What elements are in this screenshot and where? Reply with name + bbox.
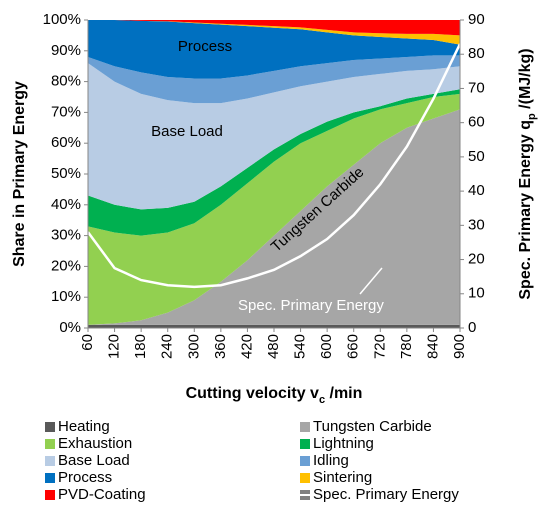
legend-swatch <box>45 490 55 500</box>
label-part: Cutting velocity v <box>186 385 319 402</box>
y-tick-label: 0% <box>59 319 81 336</box>
y-axis-label: Share in Primary Energy <box>11 81 28 267</box>
x-tick-label: 360 <box>212 334 229 359</box>
plot-area <box>86 20 462 328</box>
area <box>88 109 460 325</box>
y2-tick-label: 20 <box>468 251 485 268</box>
area <box>88 63 460 210</box>
x-tick-label: 660 <box>345 334 362 359</box>
y2-tick-label: 70 <box>468 79 485 96</box>
area <box>88 324 460 328</box>
legend-swatch <box>300 473 310 483</box>
legend-label: Idling <box>313 452 349 469</box>
legend-label: Exhaustion <box>58 435 132 452</box>
y2-axis-label: Spec. Primary Energy qp /(MJ/kg) <box>517 48 538 299</box>
y2-tick-label: 0 <box>468 319 476 336</box>
y-tick-label: 30% <box>51 227 81 244</box>
y2-tick-label: 80 <box>468 45 485 62</box>
x-tick-label: 840 <box>424 334 441 359</box>
y-tick-label: 20% <box>51 257 81 274</box>
leader-line <box>359 267 383 295</box>
legend-label: Lightning <box>313 435 374 452</box>
label-part: Spec. Primary Energy q <box>517 120 534 300</box>
legend-swatch <box>300 439 310 449</box>
label-part: /(MJ/kg) <box>517 48 534 113</box>
x-tick-label: 300 <box>185 334 202 359</box>
legend-swatch <box>45 473 55 483</box>
y-tick-label: 50% <box>51 165 81 182</box>
legend-label: Sintering <box>313 469 372 486</box>
line <box>86 43 462 289</box>
legend-label: Spec. Primary Energy <box>313 486 459 503</box>
y-tick-label: 10% <box>51 288 81 305</box>
y2-tick-label: 90 <box>468 11 485 28</box>
legend-label: Process <box>58 469 112 486</box>
x-tick-label: 120 <box>106 334 123 359</box>
x-tick-label: 780 <box>398 334 415 359</box>
x-tick-label: 60 <box>79 334 96 351</box>
annotation: Base Load <box>151 123 223 140</box>
y-tick-label: 40% <box>51 196 81 213</box>
legend-label: PVD-Coating <box>58 486 146 503</box>
y2-tick-label: 30 <box>468 216 485 233</box>
area <box>88 20 460 79</box>
x-axis-label: Cutting velocity vc /min <box>186 385 363 406</box>
x-tick-label: 420 <box>238 334 255 359</box>
legend-swatch <box>300 422 310 432</box>
area <box>88 93 460 325</box>
x-tick-label: 900 <box>451 334 468 359</box>
legend-swatch <box>45 439 55 449</box>
legend-swatch <box>45 422 55 432</box>
annotation: Process <box>178 38 232 55</box>
x-tick-label: 720 <box>371 334 388 359</box>
label-part: /min <box>325 385 362 402</box>
label-part: p <box>526 113 538 120</box>
label-part: c <box>319 394 325 406</box>
x-tick-label: 240 <box>159 334 176 359</box>
x-tick-label: 480 <box>265 334 282 359</box>
y-tick-label: 90% <box>51 42 81 59</box>
y2-tick-label: 60 <box>468 114 485 131</box>
y2-tick-label: 40 <box>468 182 485 199</box>
y-tick-label: 70% <box>51 103 81 120</box>
x-tick-label: 540 <box>292 334 309 359</box>
x-tick-label: 180 <box>132 334 149 359</box>
legend-label: Tungsten Carbide <box>313 418 432 435</box>
area <box>88 89 460 236</box>
legend-label: Base Load <box>58 452 130 469</box>
y-tick-label: 60% <box>51 134 81 151</box>
legend-swatch <box>300 456 310 466</box>
x-tick-label: 600 <box>318 334 335 359</box>
y2-tick-label: 50 <box>468 148 485 165</box>
y-tick-label: 100% <box>43 11 81 28</box>
area <box>88 20 460 36</box>
y2-tick-label: 10 <box>468 285 485 302</box>
annotation: Spec. Primary Energy <box>238 297 384 314</box>
area <box>88 55 460 104</box>
legend-swatch <box>45 456 55 466</box>
y-tick-label: 80% <box>51 73 81 90</box>
legend-label: Heating <box>58 418 110 435</box>
